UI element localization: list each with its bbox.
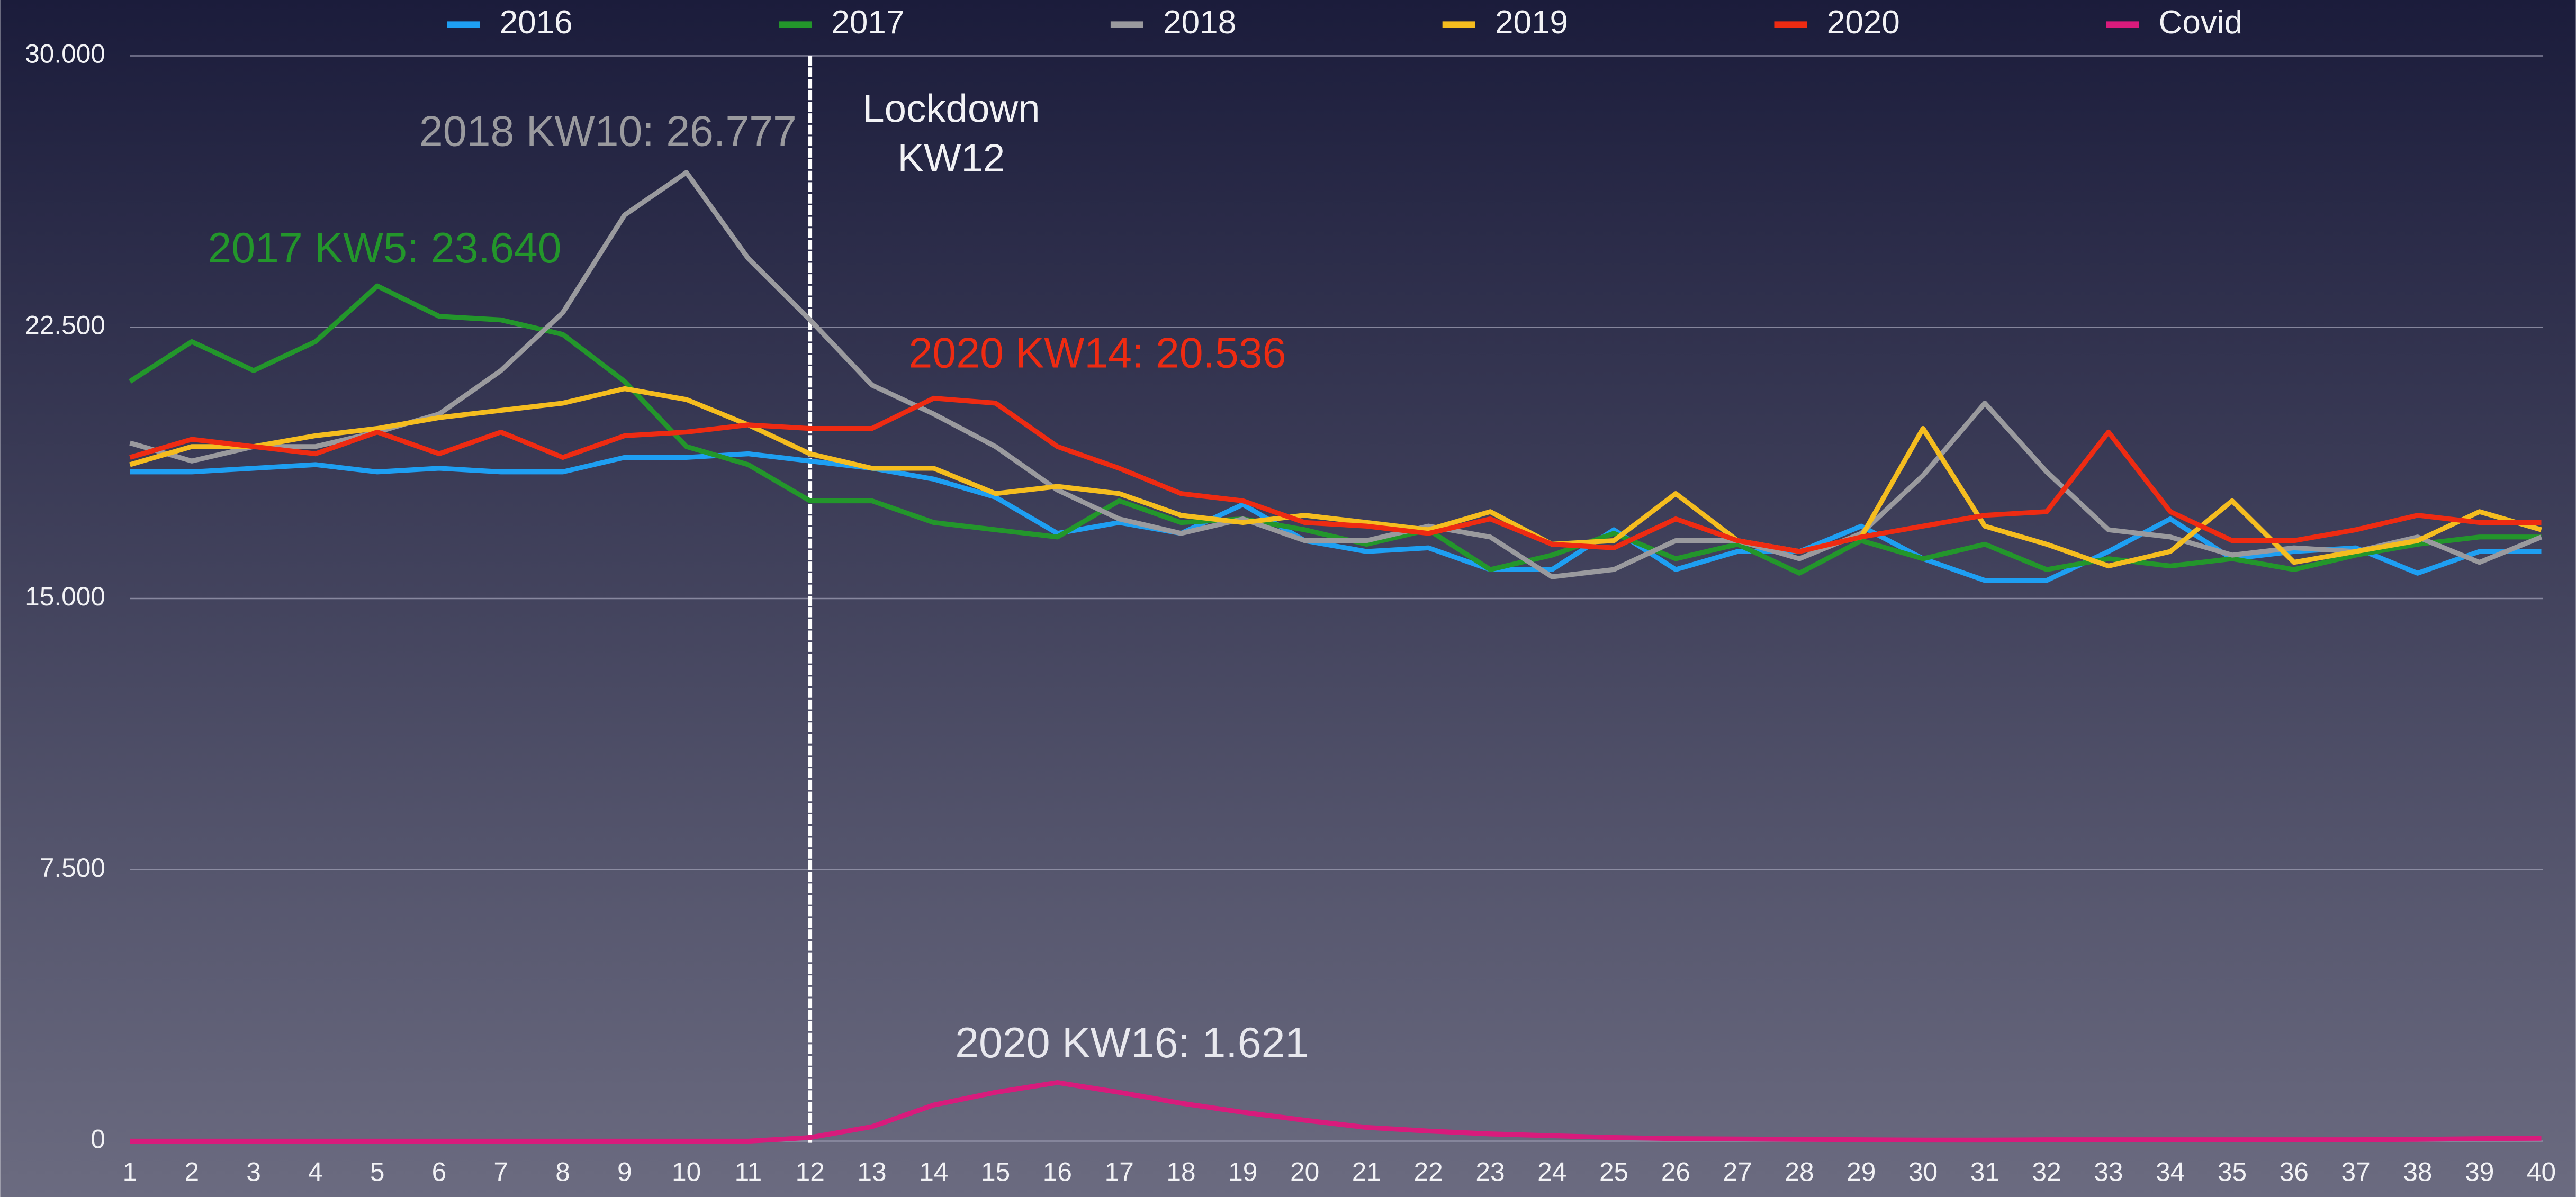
y-tick-label: 0 [91,1125,105,1154]
legend-label: 2017 [831,4,904,41]
x-tick-label: 5 [370,1157,385,1187]
y-tick-label: 22.500 [25,310,105,340]
x-tick-label: 20 [1290,1157,1319,1187]
series-line [130,1080,2542,1144]
x-tick-label: 36 [2280,1157,2309,1187]
x-tick-label: 1 [123,1157,138,1187]
x-tick-label: 26 [1661,1157,1690,1187]
x-tick-label: 21 [1352,1157,1381,1187]
x-tick-label: 14 [919,1157,948,1187]
series-line [129,386,2542,569]
x-tick-label: 9 [617,1157,632,1187]
x-tick-label: 2 [184,1157,199,1187]
annotation: 2020 KW16: 1.621 [955,1019,1309,1067]
x-tick-label: 16 [1043,1157,1072,1187]
x-tick-label: 6 [432,1157,447,1187]
x-tick-label: 34 [2156,1157,2185,1187]
x-tick-label: 15 [981,1157,1010,1187]
y-tick-label: 15.000 [25,582,105,611]
legend-label: Covid [2159,4,2243,41]
x-tick-label: 39 [2465,1157,2494,1187]
x-tick-label: 25 [1599,1157,1628,1187]
series-line [129,170,2543,579]
series-line [128,283,2542,576]
x-tick-label: 17 [1105,1157,1134,1187]
x-tick-label: 10 [672,1157,701,1187]
x-tick-label: 13 [857,1157,886,1187]
legend-label: 2020 [1827,4,1900,41]
annotation: 2017 KW5: 23.640 [208,224,561,272]
legend-label: 2016 [500,4,573,41]
annotation: 2020 KW14: 20.536 [909,330,1286,377]
x-tick-label: 30 [1908,1157,1938,1187]
series-line [129,395,2542,554]
x-tick-label: 35 [2218,1157,2247,1187]
x-tick-label: 8 [555,1157,570,1187]
x-tick-label: 22 [1414,1157,1443,1187]
legend-label: 2019 [1495,4,1568,41]
x-tick-label: 38 [2403,1157,2432,1187]
x-tick-label: 29 [1847,1157,1876,1187]
x-tick-label: 32 [2032,1157,2061,1187]
lockdown-label: Lockdown [862,87,1040,131]
x-tick-label: 24 [1537,1157,1566,1187]
x-tick-label: 33 [2094,1157,2123,1187]
x-tick-label: 12 [796,1157,825,1187]
x-tick-label: 37 [2341,1157,2371,1187]
x-tick-label: 18 [1166,1157,1195,1187]
y-tick-label: 7.500 [40,853,105,883]
x-tick-label: 28 [1785,1157,1814,1187]
lockdown-label: KW12 [898,136,1005,180]
x-tick-label: 23 [1475,1157,1505,1187]
x-tick-label: 11 [735,1157,762,1187]
x-tick-label: 4 [308,1157,323,1187]
x-tick-label: 27 [1723,1157,1752,1187]
x-tick-label: 40 [2527,1157,2556,1187]
x-tick-label: 7 [493,1157,508,1187]
annotation: 2018 KW10: 26.777 [419,108,797,156]
legend-label: 2018 [1163,4,1236,41]
x-tick-label: 19 [1228,1157,1257,1187]
x-tick-label: 31 [1970,1157,1999,1187]
x-tick-label: 3 [246,1157,261,1187]
y-tick-label: 30.000 [25,39,105,69]
